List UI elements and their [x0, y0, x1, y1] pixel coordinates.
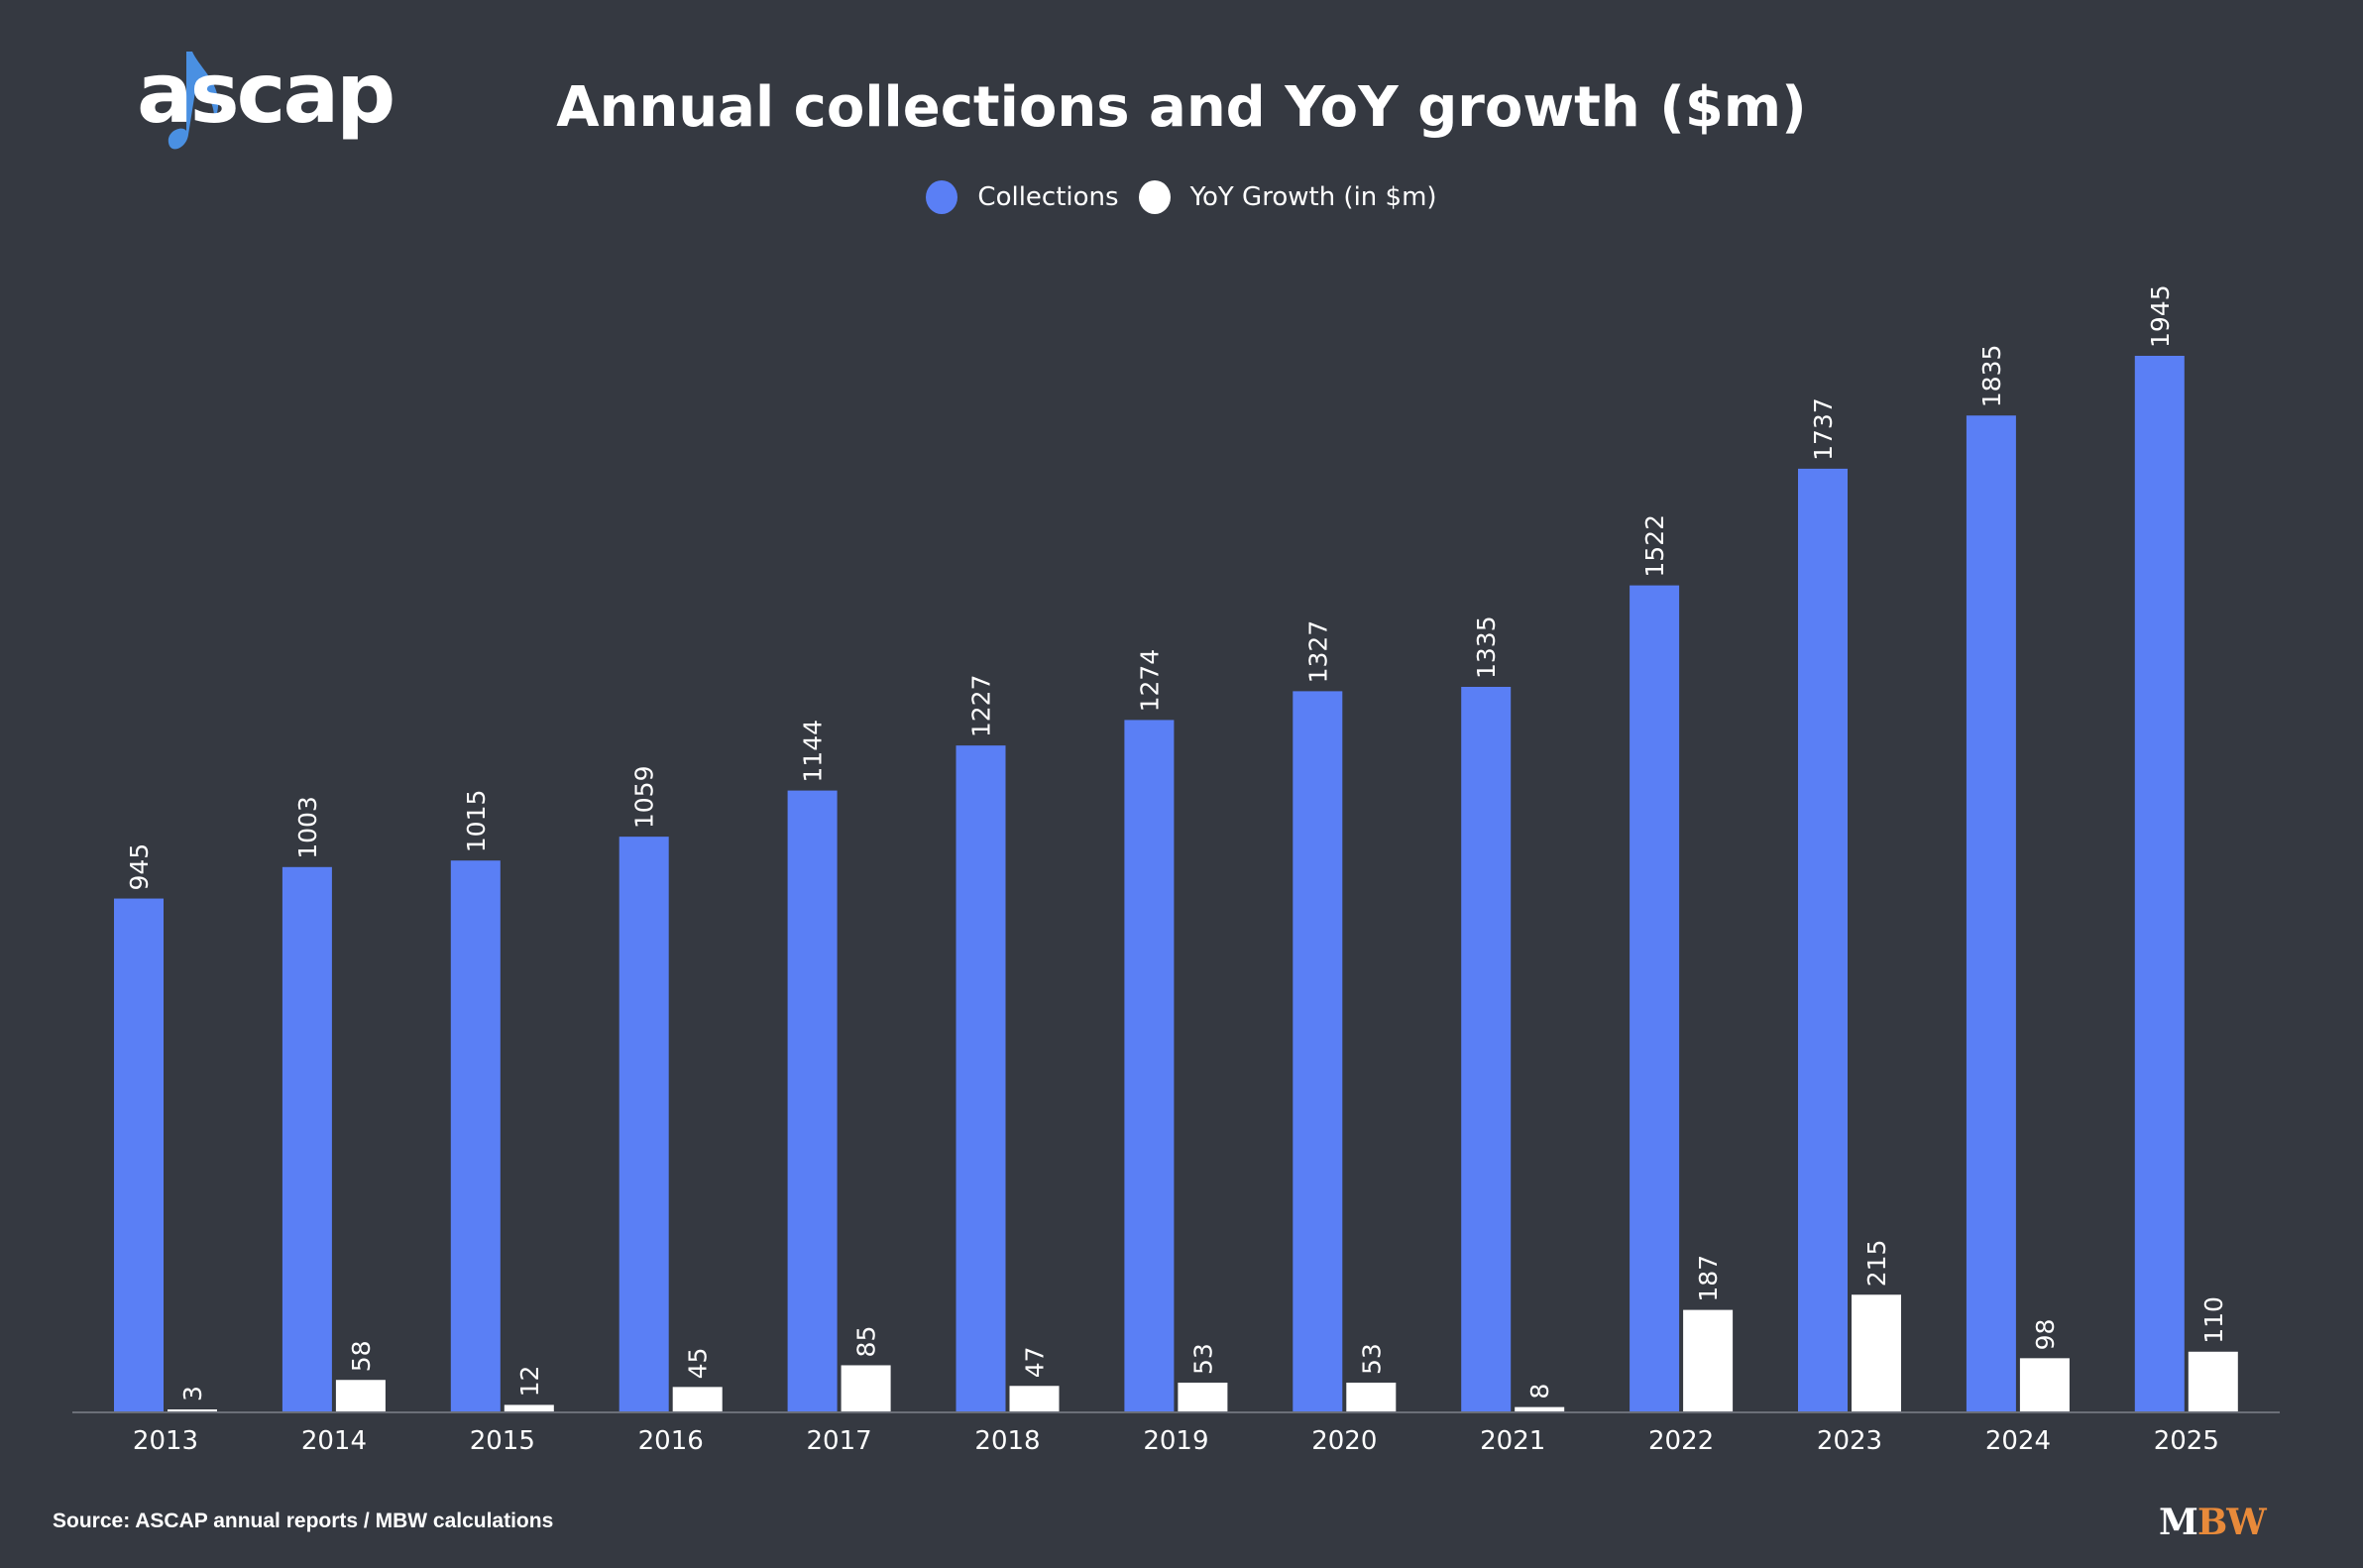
legend-swatch-collections: [926, 180, 958, 214]
chart-legend: Collections YoY Growth (in $m): [0, 180, 2363, 214]
bar-yoy-growth: [504, 1404, 554, 1411]
x-tick-label: 2019: [1143, 1426, 1208, 1456]
data-label-yoy-growth: 85: [852, 1326, 881, 1358]
data-label-collections: 1015: [462, 790, 491, 853]
legend-label-collections: Collections: [977, 182, 1119, 212]
data-label-collections: 1059: [630, 766, 659, 830]
data-label-collections: 1335: [1472, 616, 1501, 679]
data-label-collections: 1835: [1977, 345, 2006, 408]
x-tick-label: 2015: [470, 1426, 535, 1456]
bar-collections: [450, 860, 501, 1411]
data-label-yoy-growth: 187: [1694, 1255, 1723, 1302]
data-label-yoy-growth: 53: [1188, 1343, 1217, 1375]
legend-swatch-yoy-growth: [1138, 180, 1171, 214]
bar-yoy-growth: [1009, 1386, 1060, 1411]
bar-yoy-growth: [2019, 1358, 2070, 1411]
ascap-logo-note-icon: [168, 52, 219, 150]
x-tick-label: 2013: [133, 1426, 198, 1456]
bar-collections: [281, 866, 332, 1411]
data-label-collections: 1522: [1640, 514, 1669, 578]
data-label-collections: 1327: [1303, 620, 1332, 684]
legend-label-yoy-growth: YoY Growth (in $m): [1189, 182, 1437, 212]
bar-collections: [1630, 585, 1680, 1411]
bar-collections: [1124, 720, 1175, 1411]
x-tick-label: 2022: [1648, 1426, 1714, 1456]
x-tick-label: 2025: [2154, 1426, 2219, 1456]
x-tick-label: 2017: [807, 1426, 872, 1456]
x-tick-label: 2020: [1311, 1426, 1377, 1456]
ascap-logo-text: ascap: [137, 45, 395, 142]
mbw-logo-m: M: [2159, 1502, 2198, 1543]
x-tick-label: 2014: [301, 1426, 367, 1456]
bar-yoy-growth: [168, 1409, 217, 1411]
bar-yoy-growth: [1852, 1294, 1901, 1411]
data-label-collections: 1945: [2146, 284, 2175, 348]
x-tick-label: 2023: [1817, 1426, 1882, 1456]
bar-yoy-growth: [2188, 1351, 2238, 1411]
bar-collections: [1293, 691, 1343, 1411]
bar-yoy-growth: [1178, 1382, 1228, 1411]
data-label-yoy-growth: 12: [515, 1366, 544, 1398]
data-label-yoy-growth: 53: [1357, 1343, 1386, 1375]
data-label-yoy-growth: 3: [178, 1386, 207, 1401]
bar-collections: [1798, 468, 1848, 1411]
bar-collections: [787, 790, 838, 1411]
x-tick-label: 2016: [638, 1426, 704, 1456]
legend-item-collections[interactable]: Collections: [926, 180, 1119, 214]
bar-collections: [619, 837, 669, 1411]
source-note: Source: ASCAP annual reports / MBW calcu…: [53, 1510, 554, 1532]
bar-collections: [1461, 687, 1512, 1411]
data-label-yoy-growth: 8: [1525, 1384, 1554, 1400]
data-label-yoy-growth: 110: [2199, 1296, 2228, 1344]
mbw-logo: MBW: [2159, 1502, 2267, 1543]
chart-title: Annual collections and YoY growth ($m): [556, 75, 1807, 140]
data-label-collections: 1003: [293, 796, 322, 859]
bar-yoy-growth: [672, 1387, 723, 1411]
data-label-yoy-growth: 47: [1021, 1346, 1050, 1378]
data-label-collections: 1227: [967, 675, 996, 738]
bar-collections: [114, 898, 164, 1411]
data-label-yoy-growth: 45: [684, 1348, 713, 1380]
legend-item-yoy-growth[interactable]: YoY Growth (in $m): [1138, 180, 1437, 214]
data-label-yoy-growth: 58: [347, 1340, 376, 1372]
x-tick-label: 2018: [974, 1426, 1040, 1456]
bar-yoy-growth: [1515, 1406, 1565, 1411]
bar-yoy-growth: [335, 1380, 386, 1411]
x-tick-label: 2021: [1480, 1426, 1545, 1456]
data-label-collections: 1144: [799, 720, 828, 783]
x-tick-label: 2024: [1985, 1426, 2051, 1456]
bar-collections: [1966, 415, 2016, 1412]
bar-yoy-growth: [1683, 1309, 1734, 1411]
data-label-collections: 945: [125, 843, 154, 891]
bar-yoy-growth: [841, 1365, 891, 1411]
data-label-yoy-growth: 215: [1862, 1240, 1891, 1288]
bar-collections: [956, 745, 1006, 1411]
data-label-collections: 1737: [1809, 397, 1838, 461]
bar-yoy-growth: [1346, 1382, 1397, 1411]
data-label-collections: 1274: [1135, 649, 1164, 713]
bar-collections: [2134, 356, 2185, 1411]
mbw-logo-bw: BW: [2196, 1502, 2267, 1543]
data-label-yoy-growth: 98: [2031, 1319, 2060, 1351]
